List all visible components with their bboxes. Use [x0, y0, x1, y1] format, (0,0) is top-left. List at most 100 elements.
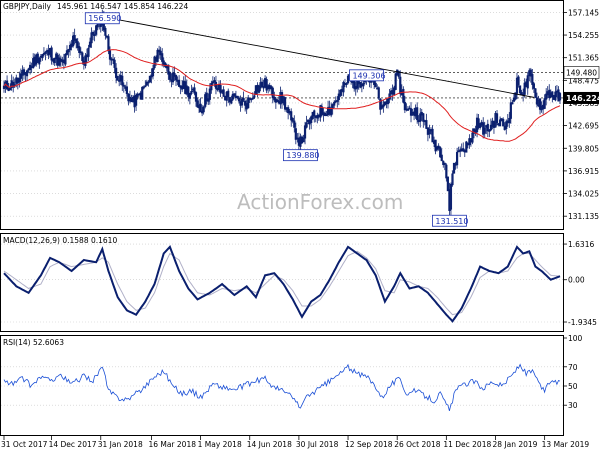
- candle-body: [277, 101, 281, 104]
- candle-body: [38, 57, 41, 65]
- candle-body: [151, 68, 155, 77]
- candle-body: [142, 86, 145, 89]
- candle-body: [452, 162, 456, 174]
- candle-body: [154, 57, 158, 62]
- candle-body: [408, 107, 411, 110]
- candle-body: [502, 118, 505, 127]
- candle-body: [213, 80, 216, 83]
- candle-body: [216, 88, 219, 91]
- candle-body: [409, 108, 413, 116]
- candle-body: [489, 124, 492, 131]
- candle-body: [187, 86, 190, 98]
- macd-y-tick-label: 1.6316: [568, 240, 594, 249]
- candle-body: [41, 54, 44, 59]
- candle-body: [64, 53, 67, 65]
- candle-body: [369, 80, 373, 83]
- annotation-box: [349, 69, 384, 82]
- candle-body: [245, 103, 248, 110]
- candle-body: [534, 88, 537, 98]
- candle-body: [127, 93, 130, 102]
- candle-body: [248, 98, 251, 100]
- candle-body: [202, 106, 205, 113]
- candle-body: [511, 102, 514, 105]
- candle-body: [374, 82, 377, 88]
- candle-body: [308, 119, 311, 125]
- candle-body: [174, 74, 178, 81]
- candle-body: [47, 49, 50, 56]
- candle-body: [167, 64, 170, 75]
- candle-body: [300, 136, 304, 144]
- candle-body: [423, 120, 426, 123]
- candle-body: [19, 73, 22, 79]
- candle-body: [65, 50, 69, 55]
- candle-body: [310, 116, 313, 124]
- candle-body: [124, 86, 127, 89]
- candle-body: [416, 107, 419, 121]
- candle-body: [386, 98, 390, 105]
- x-tick-label: 1 May 2018: [198, 440, 242, 449]
- candle-body: [425, 120, 428, 129]
- candle-body: [517, 76, 520, 86]
- candle-body: [393, 87, 396, 95]
- candle-body: [287, 107, 290, 114]
- candle-body: [121, 75, 124, 86]
- candle-body: [382, 104, 385, 108]
- candle-body: [62, 59, 66, 64]
- candle-body: [471, 132, 474, 143]
- candle-body: [95, 25, 98, 35]
- annotations: 156.590 139.880 149.306 131.510: [84, 12, 469, 227]
- candle-body: [111, 58, 115, 61]
- price-y-tick-label: 151.365: [568, 54, 599, 63]
- candle-body: [443, 162, 446, 165]
- candle-body: [53, 57, 56, 64]
- candle-body: [44, 51, 47, 54]
- candle-body: [231, 93, 234, 100]
- candle-body: [290, 111, 293, 121]
- candle-body: [210, 82, 213, 91]
- candle-body: [222, 89, 225, 97]
- watermark: ActionForex.com: [237, 190, 403, 214]
- candle-body: [305, 122, 308, 128]
- x-tick-label: 16 Mar 2018: [148, 440, 196, 449]
- candle-body: [429, 129, 433, 132]
- candle-body: [420, 111, 423, 116]
- candle-body: [139, 92, 142, 100]
- candle-body: [488, 129, 491, 132]
- candle-body: [377, 87, 380, 99]
- x-tick-label: 11 Dec 2018: [443, 440, 491, 449]
- price-panel-frame: [0, 0, 564, 230]
- candle-body: [440, 154, 443, 162]
- candle-body: [342, 82, 345, 93]
- price-y-axis: 157.145154.255151.365148.475145.585142.6…: [563, 8, 599, 221]
- price-tags: 149.480 146.224: [563, 66, 600, 104]
- candle-body: [138, 93, 141, 96]
- candle-body: [230, 99, 233, 104]
- candle-body: [208, 88, 211, 100]
- rsi-grid: [1, 366, 563, 406]
- candle-body: [509, 102, 512, 119]
- x-tick-label: 31 Jan 2018: [98, 440, 143, 449]
- price-y-tick-label: 136.915: [568, 167, 599, 176]
- annotation-label: 131.510: [435, 217, 468, 226]
- candle-body: [280, 92, 284, 103]
- candle-body: [276, 99, 279, 102]
- candle-body: [233, 93, 236, 97]
- candle-body: [177, 79, 181, 87]
- candle-body: [340, 89, 344, 92]
- candle-body: [529, 69, 532, 77]
- candle-body: [251, 97, 254, 100]
- candle-body: [317, 114, 320, 118]
- annotation-label: 156.590: [88, 14, 121, 23]
- moving-average-line: [3, 49, 561, 142]
- annotation-box: [283, 149, 318, 162]
- candle-body: [268, 85, 271, 90]
- candle-body: [554, 91, 557, 101]
- candle-body: [116, 75, 119, 81]
- candle-body: [144, 85, 147, 88]
- candle-body: [33, 56, 36, 66]
- candle-body: [500, 118, 503, 121]
- price-y-tick-label: 157.145: [568, 8, 599, 17]
- rsi-y-tick-label: 30: [568, 401, 578, 410]
- candle-body: [240, 98, 244, 106]
- candle-body: [256, 84, 259, 92]
